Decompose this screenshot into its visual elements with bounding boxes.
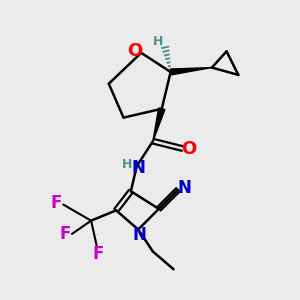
Text: N: N (131, 159, 145, 177)
Polygon shape (153, 108, 165, 141)
Polygon shape (170, 68, 212, 75)
Text: O: O (127, 42, 142, 60)
Text: F: F (93, 244, 104, 262)
Text: H: H (153, 35, 164, 48)
Text: N: N (133, 226, 147, 244)
Text: F: F (51, 194, 62, 212)
Text: O: O (181, 140, 196, 158)
Text: N: N (178, 179, 191, 197)
Text: H: H (122, 158, 133, 171)
Text: F: F (60, 225, 71, 243)
